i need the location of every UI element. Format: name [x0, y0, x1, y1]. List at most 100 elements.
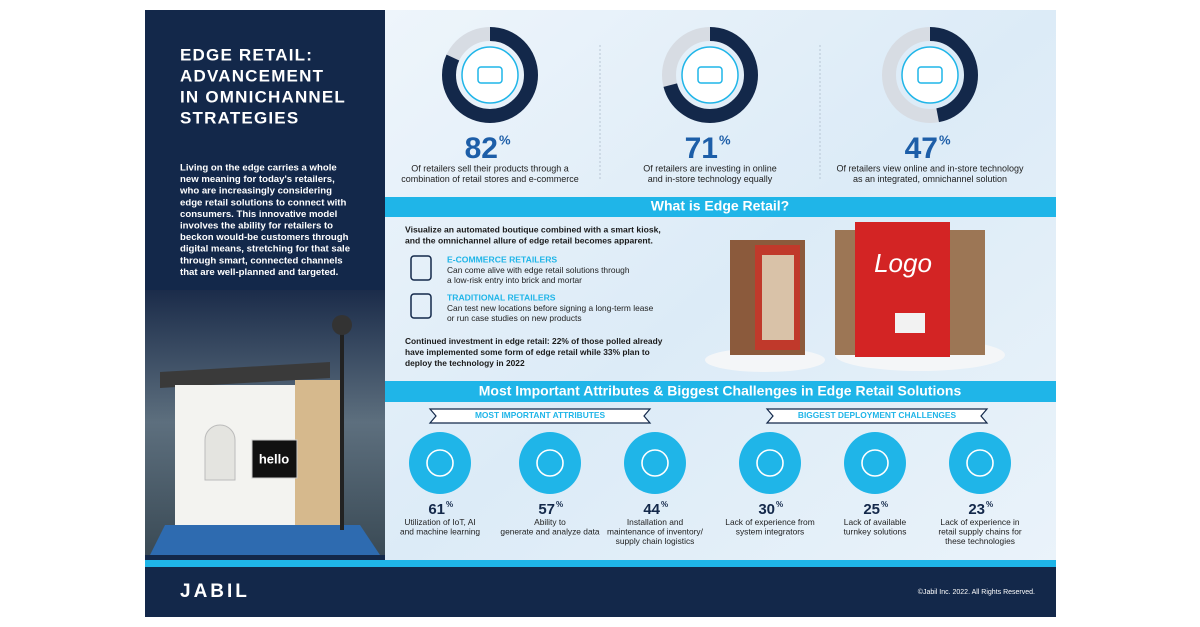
icon-circle	[949, 432, 1011, 494]
attr-text: and machine learning	[400, 527, 480, 537]
donut-arc	[442, 27, 538, 123]
item-icon	[410, 293, 432, 319]
icon	[426, 449, 454, 477]
attr-value: 23	[968, 501, 985, 518]
sidebar-text: involves the ability for retailers to	[180, 221, 333, 232]
attr-value: 44	[643, 501, 660, 518]
attr-text: generate and analyze data	[500, 527, 600, 537]
icon	[697, 66, 723, 84]
icon	[536, 449, 564, 477]
attr-unit: %	[556, 500, 563, 509]
icon	[966, 449, 994, 477]
stat-text: as an integrated, omnichannel solution	[853, 174, 1007, 184]
item-text: Can test new locations before signing a …	[447, 303, 654, 313]
stat-unit: %	[939, 132, 951, 147]
kiosk-logo: Logo	[874, 248, 932, 278]
donut-arc	[662, 27, 758, 123]
intro-text: Visualize an automated boutique combined…	[405, 224, 661, 234]
icon-circle	[739, 432, 801, 494]
item-text: Can come alive with edge retail solution…	[447, 265, 630, 275]
closing-text: deploy the technology in 2022	[405, 358, 525, 368]
kiosk-images	[705, 222, 1005, 372]
stat-value: 82	[465, 132, 498, 165]
icon-circle	[409, 432, 471, 494]
attr-value: 57	[538, 501, 555, 518]
sidebar-text: Living on the edge carries a whole	[180, 163, 337, 174]
kiosk-illustration	[150, 315, 380, 555]
icon-circle	[624, 432, 686, 494]
stat-unit: %	[499, 132, 511, 147]
sidebar-text: beckon would-be customers through	[180, 232, 349, 243]
icon-circle	[461, 46, 519, 104]
banner-heading: Most Important Attributes & Biggest Chal…	[479, 383, 962, 399]
footer-accent	[145, 560, 1056, 567]
icon-circle	[844, 432, 906, 494]
attr-unit: %	[446, 500, 453, 509]
banner	[385, 381, 1056, 402]
sidebar-text: through smart, connected channels	[180, 255, 343, 266]
attr-unit: %	[881, 500, 888, 509]
sidebar-title: EDGE RETAIL:	[180, 45, 313, 64]
closing-text: Continued investment in edge retail: 22%…	[405, 336, 663, 346]
sidebar-title: STRATEGIES	[180, 108, 299, 127]
attr-text: Lack of available	[844, 517, 907, 527]
copyright: ©Jabil Inc. 2022. All Rights Reserved.	[918, 588, 1035, 596]
attr-text: Installation and	[627, 517, 684, 527]
attr-text: retail supply chains for	[938, 527, 1022, 537]
screen-text: hello	[259, 451, 289, 466]
stat-text: combination of retail stores and e-comme…	[401, 174, 579, 184]
attr-value: 25	[863, 501, 880, 518]
attr-text: these technologies	[945, 536, 1015, 546]
icon	[641, 449, 669, 477]
stat-unit: %	[719, 132, 731, 147]
attr-text: Lack of experience in	[940, 517, 1019, 527]
attr-text: Utilization of IoT, AI	[404, 517, 475, 527]
icon-circle	[901, 46, 959, 104]
sidebar-text: digital means, stretching for that sale	[180, 244, 350, 255]
attr-unit: %	[661, 500, 668, 509]
sidebar-text: edge retail solutions to connect with	[180, 197, 346, 208]
icon	[861, 449, 889, 477]
attr-text: system integrators	[736, 527, 804, 537]
closing-text: have implemented some form of edge retai…	[405, 347, 650, 357]
subheader-frame	[428, 408, 652, 424]
attr-text: supply chain logistics	[616, 536, 695, 546]
subheader-frame	[765, 408, 989, 424]
stat-text: and in-store technology equally	[648, 174, 773, 184]
sidebar-text: that are well-planned and targeted.	[180, 267, 338, 278]
attr-text: maintenance of inventory/	[607, 527, 704, 537]
attr-value: 30	[758, 501, 775, 518]
sidebar-text: consumers. This innovative model	[180, 209, 337, 220]
stat-value: 47	[905, 132, 938, 165]
item-icon	[410, 255, 432, 281]
attr-text: Lack of experience from	[725, 517, 814, 527]
sidebar-title: ADVANCEMENT	[180, 66, 324, 85]
attr-unit: %	[986, 500, 993, 509]
icon	[756, 449, 784, 477]
stat-text: Of retailers are investing in online	[643, 163, 777, 173]
stat-text: Of retailers sell their products through…	[411, 163, 569, 173]
icon	[917, 66, 943, 84]
intro-text: and the omnichannel allure of edge retai…	[405, 235, 653, 245]
attr-text: turnkey solutions	[844, 527, 907, 537]
stat-value: 71	[685, 132, 718, 165]
item-text: or run case studies on new products	[447, 313, 582, 323]
item-title: E-COMMERCE RETAILERS	[447, 254, 557, 264]
sidebar-text: who are increasingly considering	[179, 186, 332, 197]
icon-circle	[519, 432, 581, 494]
footer	[145, 567, 1056, 617]
brand: JABIL	[180, 581, 250, 602]
attr-value: 61	[428, 501, 445, 518]
icon	[477, 66, 503, 84]
icon-circle	[681, 46, 739, 104]
subheader: BIGGEST DEPLOYMENT CHALLENGES	[798, 410, 957, 420]
donut-arc	[882, 27, 978, 123]
banner	[385, 197, 1056, 217]
subheader: MOST IMPORTANT ATTRIBUTES	[475, 410, 606, 420]
attr-text: Ability to	[534, 517, 566, 527]
sidebar-title: IN OMNICHANNEL	[180, 87, 346, 106]
attr-unit: %	[776, 500, 783, 509]
banner-heading: What is Edge Retail?	[651, 198, 789, 214]
stat-text: Of retailers view online and in-store te…	[836, 163, 1024, 173]
